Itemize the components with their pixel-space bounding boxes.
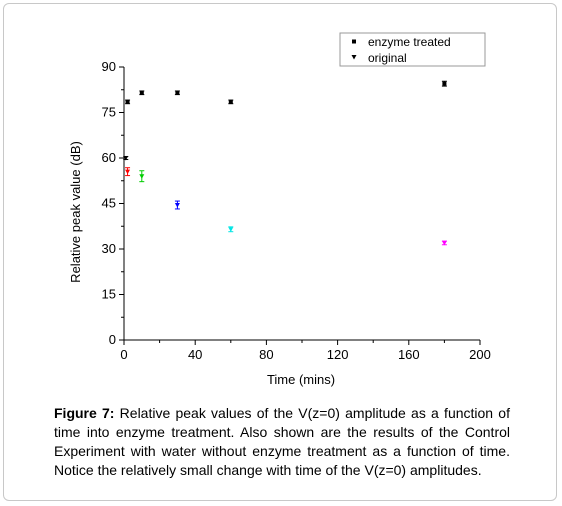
figure-caption: Figure 7: Relative peak values of the V(… bbox=[54, 404, 510, 480]
chart-ticks: 0 40 80 120 160 200 0 15 30 45 60 75 90 bbox=[102, 59, 491, 362]
data-point-original bbox=[174, 203, 180, 208]
x-tick-label: 160 bbox=[398, 347, 420, 362]
y-axis-label: Relative peak value (dB) bbox=[68, 141, 83, 283]
data-point-original bbox=[228, 227, 234, 232]
y-tick-label: 60 bbox=[102, 150, 116, 165]
data-point-original bbox=[441, 240, 447, 246]
y-tick-label: 0 bbox=[109, 332, 116, 347]
x-tick-label: 40 bbox=[188, 347, 202, 362]
data-point-enzyme-treated bbox=[442, 81, 447, 86]
data-point-original bbox=[139, 174, 145, 179]
legend-marker-triangle bbox=[351, 55, 357, 60]
chart-legend: enzyme treated original bbox=[339, 32, 486, 67]
x-tick-label: 80 bbox=[259, 347, 273, 362]
y-tick-label: 90 bbox=[102, 59, 116, 74]
data-point-enzyme-treated bbox=[228, 99, 233, 104]
y-tick-label: 15 bbox=[102, 287, 116, 302]
data-point-enzyme-treated bbox=[139, 90, 144, 95]
x-tick-label: 0 bbox=[120, 347, 127, 362]
data-point-enzyme-treated bbox=[175, 90, 180, 95]
figure-frame bbox=[3, 3, 557, 501]
caption-label: Figure 7: bbox=[54, 405, 115, 421]
chart-marks bbox=[123, 80, 447, 246]
legend-label-original: original bbox=[368, 51, 407, 65]
data-point-enzyme-treated bbox=[125, 99, 130, 104]
x-tick-label: 200 bbox=[469, 347, 491, 362]
x-tick-label: 120 bbox=[327, 347, 349, 362]
data-point-original bbox=[123, 156, 129, 161]
y-tick-label: 75 bbox=[102, 105, 116, 120]
legend-label-enzyme-treated: enzyme treated bbox=[368, 35, 451, 49]
data-point-original bbox=[125, 169, 131, 175]
legend-box bbox=[339, 32, 486, 67]
y-tick-label: 45 bbox=[102, 196, 116, 211]
x-axis-label: Time (mins) bbox=[267, 372, 335, 387]
caption-text: Relative peak values of the V(z=0) ampli… bbox=[54, 405, 510, 478]
legend-marker-square bbox=[352, 39, 356, 44]
y-tick-label: 30 bbox=[102, 241, 116, 256]
